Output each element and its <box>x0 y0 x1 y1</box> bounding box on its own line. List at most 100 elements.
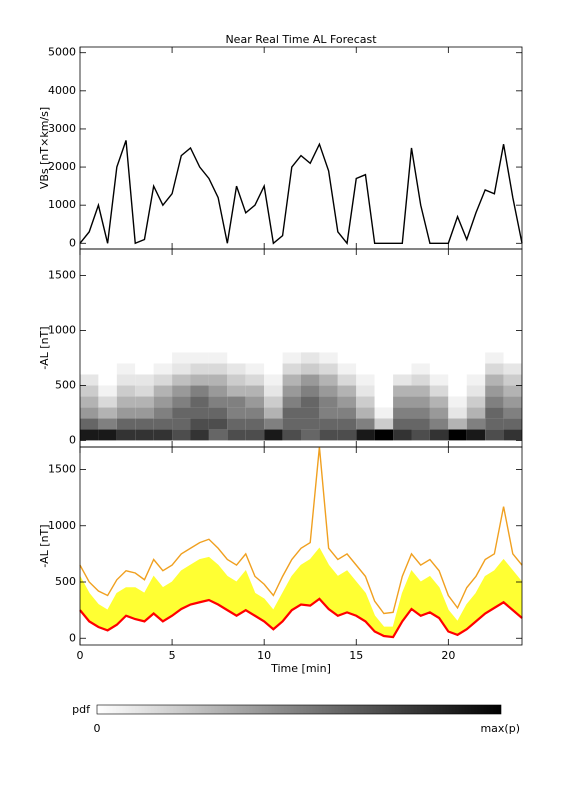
heatmap-cell <box>227 407 246 419</box>
x-tick-label: 15 <box>349 649 363 662</box>
heatmap-cell <box>80 352 99 364</box>
heatmap-cell <box>356 429 375 441</box>
heatmap-cell <box>227 385 246 397</box>
heatmap-cell <box>374 363 394 375</box>
heatmap-cell <box>485 374 504 386</box>
heatmap-cell <box>301 352 320 364</box>
y-tick-label: 500 <box>55 575 76 588</box>
heatmap-cell <box>227 429 246 441</box>
heatmap-cell <box>485 429 504 441</box>
heatmap-cell <box>374 385 394 397</box>
heatmap-cell <box>374 407 394 419</box>
plot-frame <box>79 446 523 646</box>
heatmap-cell <box>116 374 136 386</box>
x-axis-label: Time [min] <box>270 662 331 675</box>
heatmap-cell <box>503 352 522 364</box>
heatmap-cell <box>374 374 394 386</box>
heatmap-cell <box>301 363 320 375</box>
y-axis-label: VBs [nT×km/s] <box>38 107 51 189</box>
heatmap-cell <box>116 385 136 397</box>
heatmap-cell <box>135 374 154 386</box>
heatmap-cell <box>98 352 117 364</box>
heatmap-cell <box>301 396 320 408</box>
heatmap-cell <box>356 396 375 408</box>
heatmap-cell <box>429 385 449 397</box>
heatmap-cell <box>503 396 522 408</box>
data-line <box>79 597 523 639</box>
heatmap-cell <box>153 363 173 375</box>
heatmap-cell <box>485 385 504 397</box>
heatmap-cell <box>393 429 412 441</box>
heatmap-cell <box>153 374 173 386</box>
heatmap-cell <box>448 363 467 375</box>
y-axis-label: -AL [nT] <box>38 326 51 369</box>
y-tick-label: 2000 <box>48 160 76 173</box>
heatmap-cell <box>485 396 504 408</box>
heatmap-cell <box>116 429 136 441</box>
heatmap-cell <box>393 407 412 419</box>
heatmap-cell <box>429 407 449 419</box>
chart-title: Near Real Time AL Forecast <box>225 33 377 46</box>
colorbar-max: max(p) <box>480 722 520 735</box>
heatmap-cell <box>448 385 467 397</box>
heatmap-cell <box>153 429 173 441</box>
heatmap-cell <box>116 418 136 430</box>
heatmap-cell <box>135 418 154 430</box>
heatmap-cell <box>356 352 375 364</box>
y-tick-label: 1000 <box>48 519 76 532</box>
heatmap-cell <box>337 363 357 375</box>
heatmap-cell <box>116 352 136 364</box>
heatmap-cell <box>98 385 117 397</box>
heatmap-cell <box>374 396 394 408</box>
x-tick-label: 5 <box>169 649 176 662</box>
heatmap-cell <box>466 396 486 408</box>
heatmap-cell <box>356 374 375 386</box>
heatmap-cell <box>485 352 504 364</box>
heatmap-cell <box>190 385 209 397</box>
heatmap-cell <box>337 385 357 397</box>
heatmap-cell <box>503 363 522 375</box>
heatmap-cell <box>485 418 504 430</box>
heatmap-cell <box>172 374 191 386</box>
heatmap-cell <box>337 407 357 419</box>
heatmap-cell <box>98 407 117 419</box>
y-tick-label: 3000 <box>48 122 76 135</box>
heatmap-cell <box>411 363 430 375</box>
heatmap-cell <box>80 385 99 397</box>
heatmap-cell <box>485 407 504 419</box>
heatmap-cell <box>135 396 154 408</box>
heatmap-cell <box>429 363 449 375</box>
heatmap-cell <box>116 363 136 375</box>
heatmap-cell <box>208 396 228 408</box>
heatmap-cell <box>356 407 375 419</box>
heatmap-cell <box>282 374 301 386</box>
y-tick-label: 1000 <box>48 198 76 211</box>
heatmap-cell <box>80 418 99 430</box>
heatmap-cell <box>411 429 430 441</box>
heatmap-cell <box>227 418 246 430</box>
heatmap-cell <box>337 374 357 386</box>
heatmap-cell <box>448 374 467 386</box>
heatmap-cell <box>503 374 522 386</box>
heatmap-cell <box>374 352 394 364</box>
heatmap-cell <box>503 418 522 430</box>
heatmap-cell <box>301 407 320 419</box>
heatmap-cell <box>301 385 320 397</box>
heatmap-cell <box>319 396 338 408</box>
heatmap-cell <box>429 374 449 386</box>
heatmap-cell <box>448 407 467 419</box>
heatmap-cell <box>429 396 449 408</box>
heatmap-cell <box>282 385 301 397</box>
heatmap-cell <box>448 352 467 364</box>
data-line <box>79 547 523 628</box>
heatmap-cell <box>227 374 246 386</box>
heatmap-cell <box>98 396 117 408</box>
heatmap-cell <box>172 396 191 408</box>
heatmap-cell <box>208 374 228 386</box>
heatmap-cell <box>301 429 320 441</box>
heatmap-cell <box>227 352 246 364</box>
heatmap-cell <box>466 363 486 375</box>
heatmap-cell <box>208 363 228 375</box>
heatmap-cell <box>98 363 117 375</box>
heatmap-cell <box>466 374 486 386</box>
